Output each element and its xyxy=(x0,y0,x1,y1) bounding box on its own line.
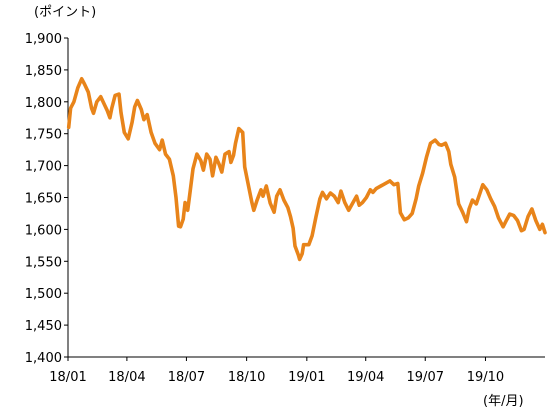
x-tick-label: 18/04 xyxy=(108,370,145,385)
y-axis-ticks: 1,400 1,450 1,500 1,550 1,600 1,650 1,700 1,750… xyxy=(25,32,68,366)
x-unit-label: (年/月) xyxy=(483,394,524,409)
x-tick-label: 18/10 xyxy=(228,370,265,385)
y-tick-label: 1,450 xyxy=(25,319,62,334)
x-tick-label: 18/07 xyxy=(168,370,205,385)
y-tick-label: 1,900 xyxy=(25,32,62,47)
y-tick-label: 1,750 xyxy=(25,128,62,143)
x-tick-label: 19/07 xyxy=(407,370,444,385)
y-tick-label: 1,600 xyxy=(25,223,62,238)
x-axis-ticks: 18/01 18/04 18/07 18/10 19/01 19/04 19/07 19/10 xyxy=(49,357,504,385)
y-tick-label: 1,400 xyxy=(25,351,62,366)
y-tick-label: 1,800 xyxy=(25,96,62,111)
y-unit-label: (ポイント) xyxy=(34,5,96,20)
y-tick-label: 1,650 xyxy=(25,192,62,207)
x-tick-label: 19/01 xyxy=(288,370,325,385)
x-tick-label: 18/01 xyxy=(49,370,86,385)
y-tick-label: 1,500 xyxy=(25,287,62,302)
y-tick-label: 1,700 xyxy=(25,160,62,175)
x-tick-label: 19/04 xyxy=(347,370,384,385)
x-tick-label: 19/10 xyxy=(467,370,504,385)
series-line xyxy=(66,77,547,262)
y-tick-label: 1,850 xyxy=(25,64,62,79)
y-tick-label: 1,550 xyxy=(25,255,62,270)
